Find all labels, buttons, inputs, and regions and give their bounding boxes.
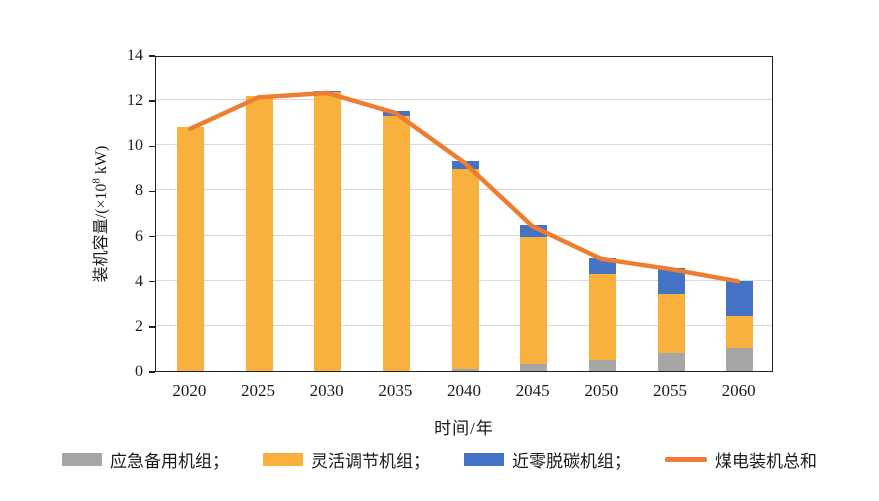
bar-segment-近零脱碳机组-2045 <box>520 225 548 237</box>
bar-segment-应急备用机组-2060 <box>726 348 754 371</box>
x-tick-label-2035: 2035 <box>378 381 413 400</box>
bar-segment-灵活调节机组-2030 <box>314 92 342 371</box>
y-axis-title-superscript: 8 <box>90 178 103 184</box>
y-tick-mark-6 <box>149 235 155 238</box>
legend-color-swatch-icon <box>62 453 102 466</box>
y-tick-label-0: 0 <box>135 363 143 380</box>
x-tick-label-2040: 2040 <box>447 381 481 400</box>
y-tick-label-6: 6 <box>135 227 143 245</box>
bar-segment-近零脱碳机组-2035 <box>382 111 410 116</box>
y-tick-mark-14 <box>149 55 155 57</box>
y-tick-mark-8 <box>149 190 155 193</box>
legend-label: 灵活调节机组； <box>311 452 430 471</box>
y-tick-label-10: 10 <box>127 137 143 155</box>
bar-segment-灵活调节机组-2035 <box>382 115 410 371</box>
legend-color-swatch-icon <box>263 453 303 466</box>
y-tick-mark-4 <box>149 280 155 283</box>
legend-label: 煤电装机总和 <box>715 452 817 471</box>
legend-item-flexible-regulation-units: 灵活调节机组； <box>263 447 430 472</box>
bar-segment-应急备用机组-2040 <box>451 368 479 371</box>
plot-area <box>155 56 773 372</box>
legend-item-emergency-backup-units: 应急备用机组； <box>62 447 229 472</box>
x-tick-label-2045: 2045 <box>515 381 550 400</box>
legend-label: 应急备用机组； <box>110 452 229 471</box>
y-axis-title: 装机容量/(×108 kW) <box>87 146 111 283</box>
chart-legend: 应急备用机组； 灵活调节机组； 近零脱碳机组； 煤电装机总和 <box>0 447 879 472</box>
legend-label: 近零脱碳机组； <box>512 452 631 471</box>
bar-segment-近零脱碳机组-2030 <box>314 91 342 93</box>
x-tick-label-2030: 2030 <box>309 381 344 400</box>
bar-segment-灵活调节机组-2045 <box>520 236 548 365</box>
x-tick-label-2020: 2020 <box>172 381 207 400</box>
x-tick-label-2060: 2060 <box>721 381 756 400</box>
y-tick-label-14: 14 <box>127 47 143 64</box>
legend-color-swatch-icon <box>464 453 504 466</box>
bar-segment-灵活调节机组-2050 <box>588 273 616 360</box>
y-tick-label-4: 4 <box>135 272 143 290</box>
y-tick-mark-0 <box>149 371 155 373</box>
legend-item-near-zero-decarbonization-units: 近零脱碳机组； <box>464 447 631 472</box>
bar-segment-应急备用机组-2050 <box>588 359 616 371</box>
bar-segment-应急备用机组-2055 <box>657 352 685 371</box>
bar-segment-灵活调节机组-2020 <box>176 127 204 371</box>
bar-segment-灵活调节机组-2040 <box>451 169 479 369</box>
bar-segment-近零脱碳机组-2040 <box>451 161 479 169</box>
bar-segment-灵活调节机组-2055 <box>657 294 685 353</box>
bar-segment-灵活调节机组-2025 <box>245 95 273 371</box>
x-tick-label-2055: 2055 <box>653 381 687 400</box>
x-tick-label-2025: 2025 <box>241 381 275 400</box>
bar-segment-应急备用机组-2045 <box>520 364 548 371</box>
legend-line-swatch-icon <box>665 457 707 462</box>
y-tick-label-8: 8 <box>135 182 143 200</box>
y-tick-label-2: 2 <box>135 317 143 335</box>
x-axis-title: 时间/年 <box>434 419 494 438</box>
bar-segment-近零脱碳机组-2060 <box>726 280 754 316</box>
y-tick-mark-2 <box>149 326 155 328</box>
y-tick-mark-10 <box>149 145 155 148</box>
y-tick-mark-12 <box>149 100 155 102</box>
bar-segment-灵活调节机组-2060 <box>726 315 754 349</box>
bar-segment-近零脱碳机组-2050 <box>588 258 616 274</box>
legend-item-coal-power-capacity-total: 煤电装机总和 <box>665 447 817 472</box>
bar-segment-近零脱碳机组-2055 <box>657 268 685 295</box>
y-tick-label-12: 12 <box>127 92 143 110</box>
x-tick-label-2050: 2050 <box>584 381 619 400</box>
